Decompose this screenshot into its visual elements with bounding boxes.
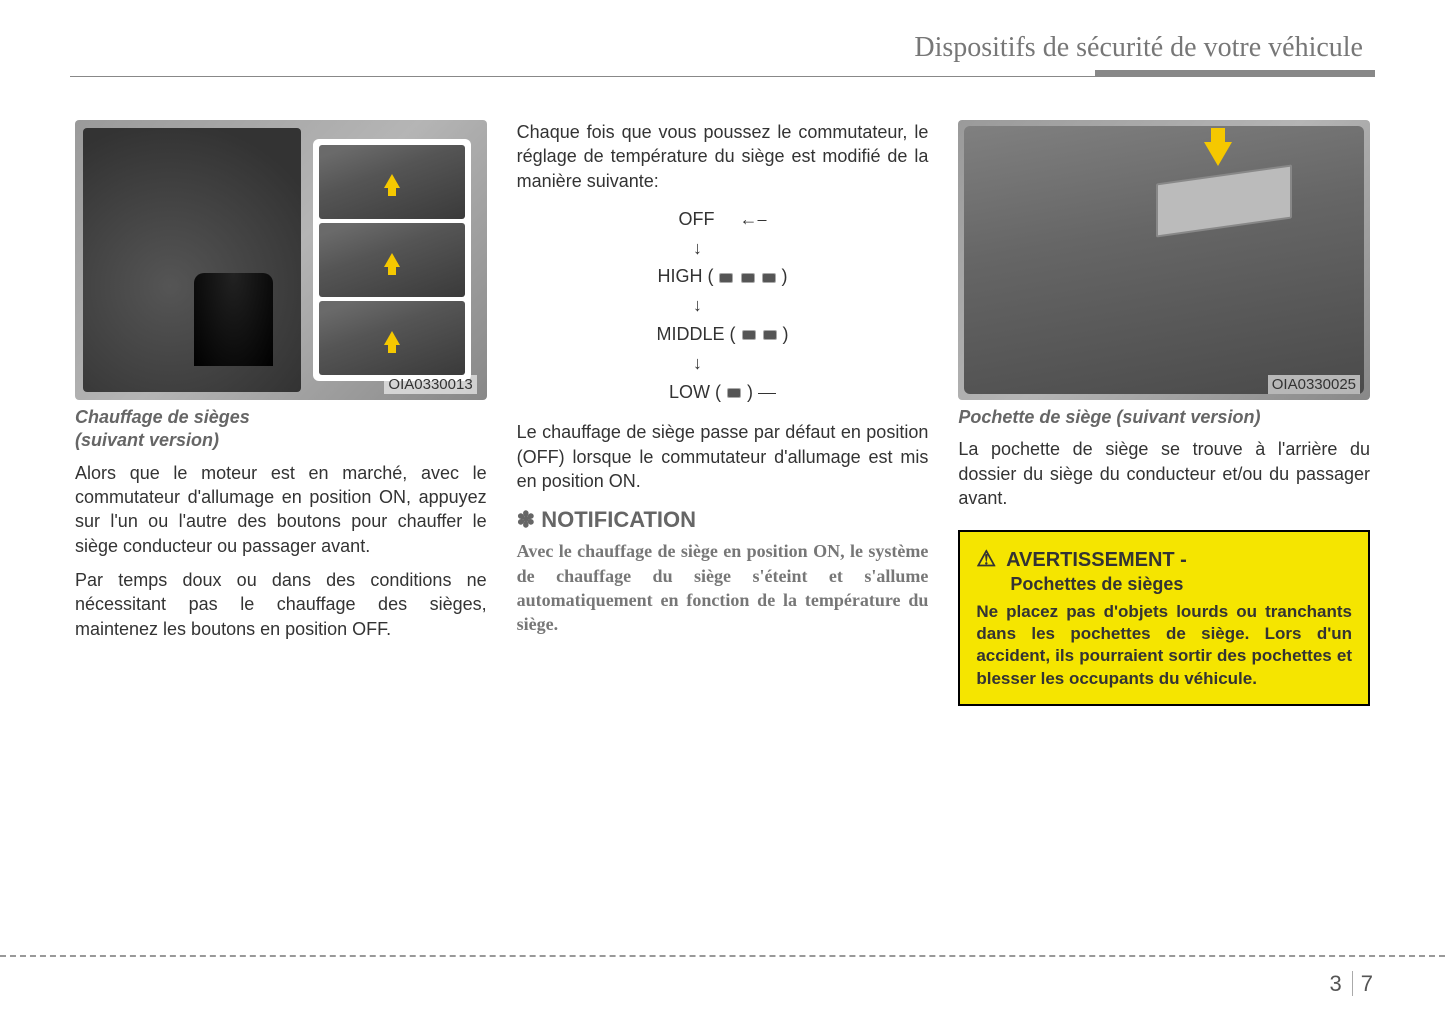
inset-3 <box>319 301 465 375</box>
seq-label-close: ) <box>782 266 788 286</box>
paragraph: Chaque fois que vous poussez le commutat… <box>517 120 929 193</box>
inset-2 <box>319 223 465 297</box>
warning-body: Ne placez pas d'objets lourds ou trancha… <box>976 601 1352 689</box>
notification-heading: ✽ NOTIFICATION <box>517 507 929 533</box>
page-number: 7 <box>1353 971 1373 996</box>
header-rule <box>70 76 1375 77</box>
arrow-up-icon <box>384 331 400 345</box>
warning-subtitle: Pochettes de sièges <box>1010 574 1352 595</box>
warning-triangle-icon: ⚠ <box>976 546 996 572</box>
warning-title: AVERTISSEMENT - <box>1006 549 1187 572</box>
header-accent-bar <box>1095 70 1375 76</box>
arrow-up-icon <box>384 174 400 188</box>
seq-middle: MIDDLE ( ) <box>517 320 929 349</box>
content-area: OIA0330013 Chauffage de sièges (suivant … <box>75 120 1370 706</box>
seq-label-close: ) <box>747 382 753 402</box>
header-title: Dispositifs de sécurité de votre véhicul… <box>914 32 1363 63</box>
section-subtitle: Chauffage de sièges (suivant version) <box>75 406 487 453</box>
shifter-graphic <box>194 273 273 365</box>
page-header: Dispositifs de sécurité de votre véhicul… <box>70 32 1375 72</box>
indicator-icon <box>763 274 775 282</box>
seq-label: HIGH ( <box>657 266 713 286</box>
figure-code: OIA0330013 <box>384 375 476 394</box>
figure-code: OIA0330025 <box>1268 375 1360 394</box>
paragraph: Le chauffage de siège passe par défaut e… <box>517 420 929 493</box>
section-subtitle: Pochette de siège (suivant version) <box>958 406 1370 429</box>
indicator-icon <box>720 274 732 282</box>
paragraph: Par temps doux ou dans des conditions ne… <box>75 568 487 641</box>
indicator-icon <box>743 331 755 339</box>
seq-high: HIGH ( ) <box>517 262 929 291</box>
seq-label-close: ) <box>783 324 789 344</box>
seat-graphic <box>964 126 1364 394</box>
figure-seat-heater: OIA0330013 <box>75 120 487 400</box>
paragraph: La pochette de siège se trouve à l'arriè… <box>958 437 1370 510</box>
seq-down-arrow: ↓ <box>517 291 929 320</box>
column-3: OIA0330025 Pochette de siège (suivant ve… <box>958 120 1370 706</box>
seq-down-arrow: ↓ <box>517 349 929 378</box>
seq-label: OFF <box>679 209 715 229</box>
inset-panel <box>313 139 471 382</box>
seq-off: OFF ←⎯ <box>517 205 929 234</box>
paragraph: Alors que le moteur est en marché, avec … <box>75 461 487 558</box>
warning-box: ⚠ AVERTISSEMENT - Pochettes de sièges Ne… <box>958 530 1370 705</box>
column-1: OIA0330013 Chauffage de sièges (suivant … <box>75 120 487 706</box>
pocket-graphic <box>1156 165 1292 238</box>
page-footer: 37 <box>0 955 1445 997</box>
seq-label: LOW ( <box>669 382 721 402</box>
section-number: 3 <box>1330 971 1353 996</box>
indicator-icon <box>728 389 740 397</box>
notification-body: Avec le chauffage de siège en position O… <box>517 539 929 636</box>
seq-down-arrow: ↓ <box>517 234 929 263</box>
warning-header: ⚠ AVERTISSEMENT - <box>976 546 1352 572</box>
seq-low: LOW ( ) ⎯⎯ <box>517 378 929 407</box>
arrow-down-icon <box>1204 142 1232 166</box>
indicator-icon <box>764 331 776 339</box>
figure-seat-pocket: OIA0330025 <box>958 120 1370 400</box>
figure-illustration <box>83 128 479 392</box>
indicator-icon <box>742 274 754 282</box>
column-2: Chaque fois que vous poussez le commutat… <box>517 120 929 706</box>
seq-label: MIDDLE ( <box>656 324 735 344</box>
arrow-up-icon <box>384 253 400 267</box>
inset-1 <box>319 145 465 219</box>
sequence-diagram: OFF ←⎯ ↓ HIGH ( ) ↓ MIDDLE ( ) ↓ <box>517 205 929 407</box>
